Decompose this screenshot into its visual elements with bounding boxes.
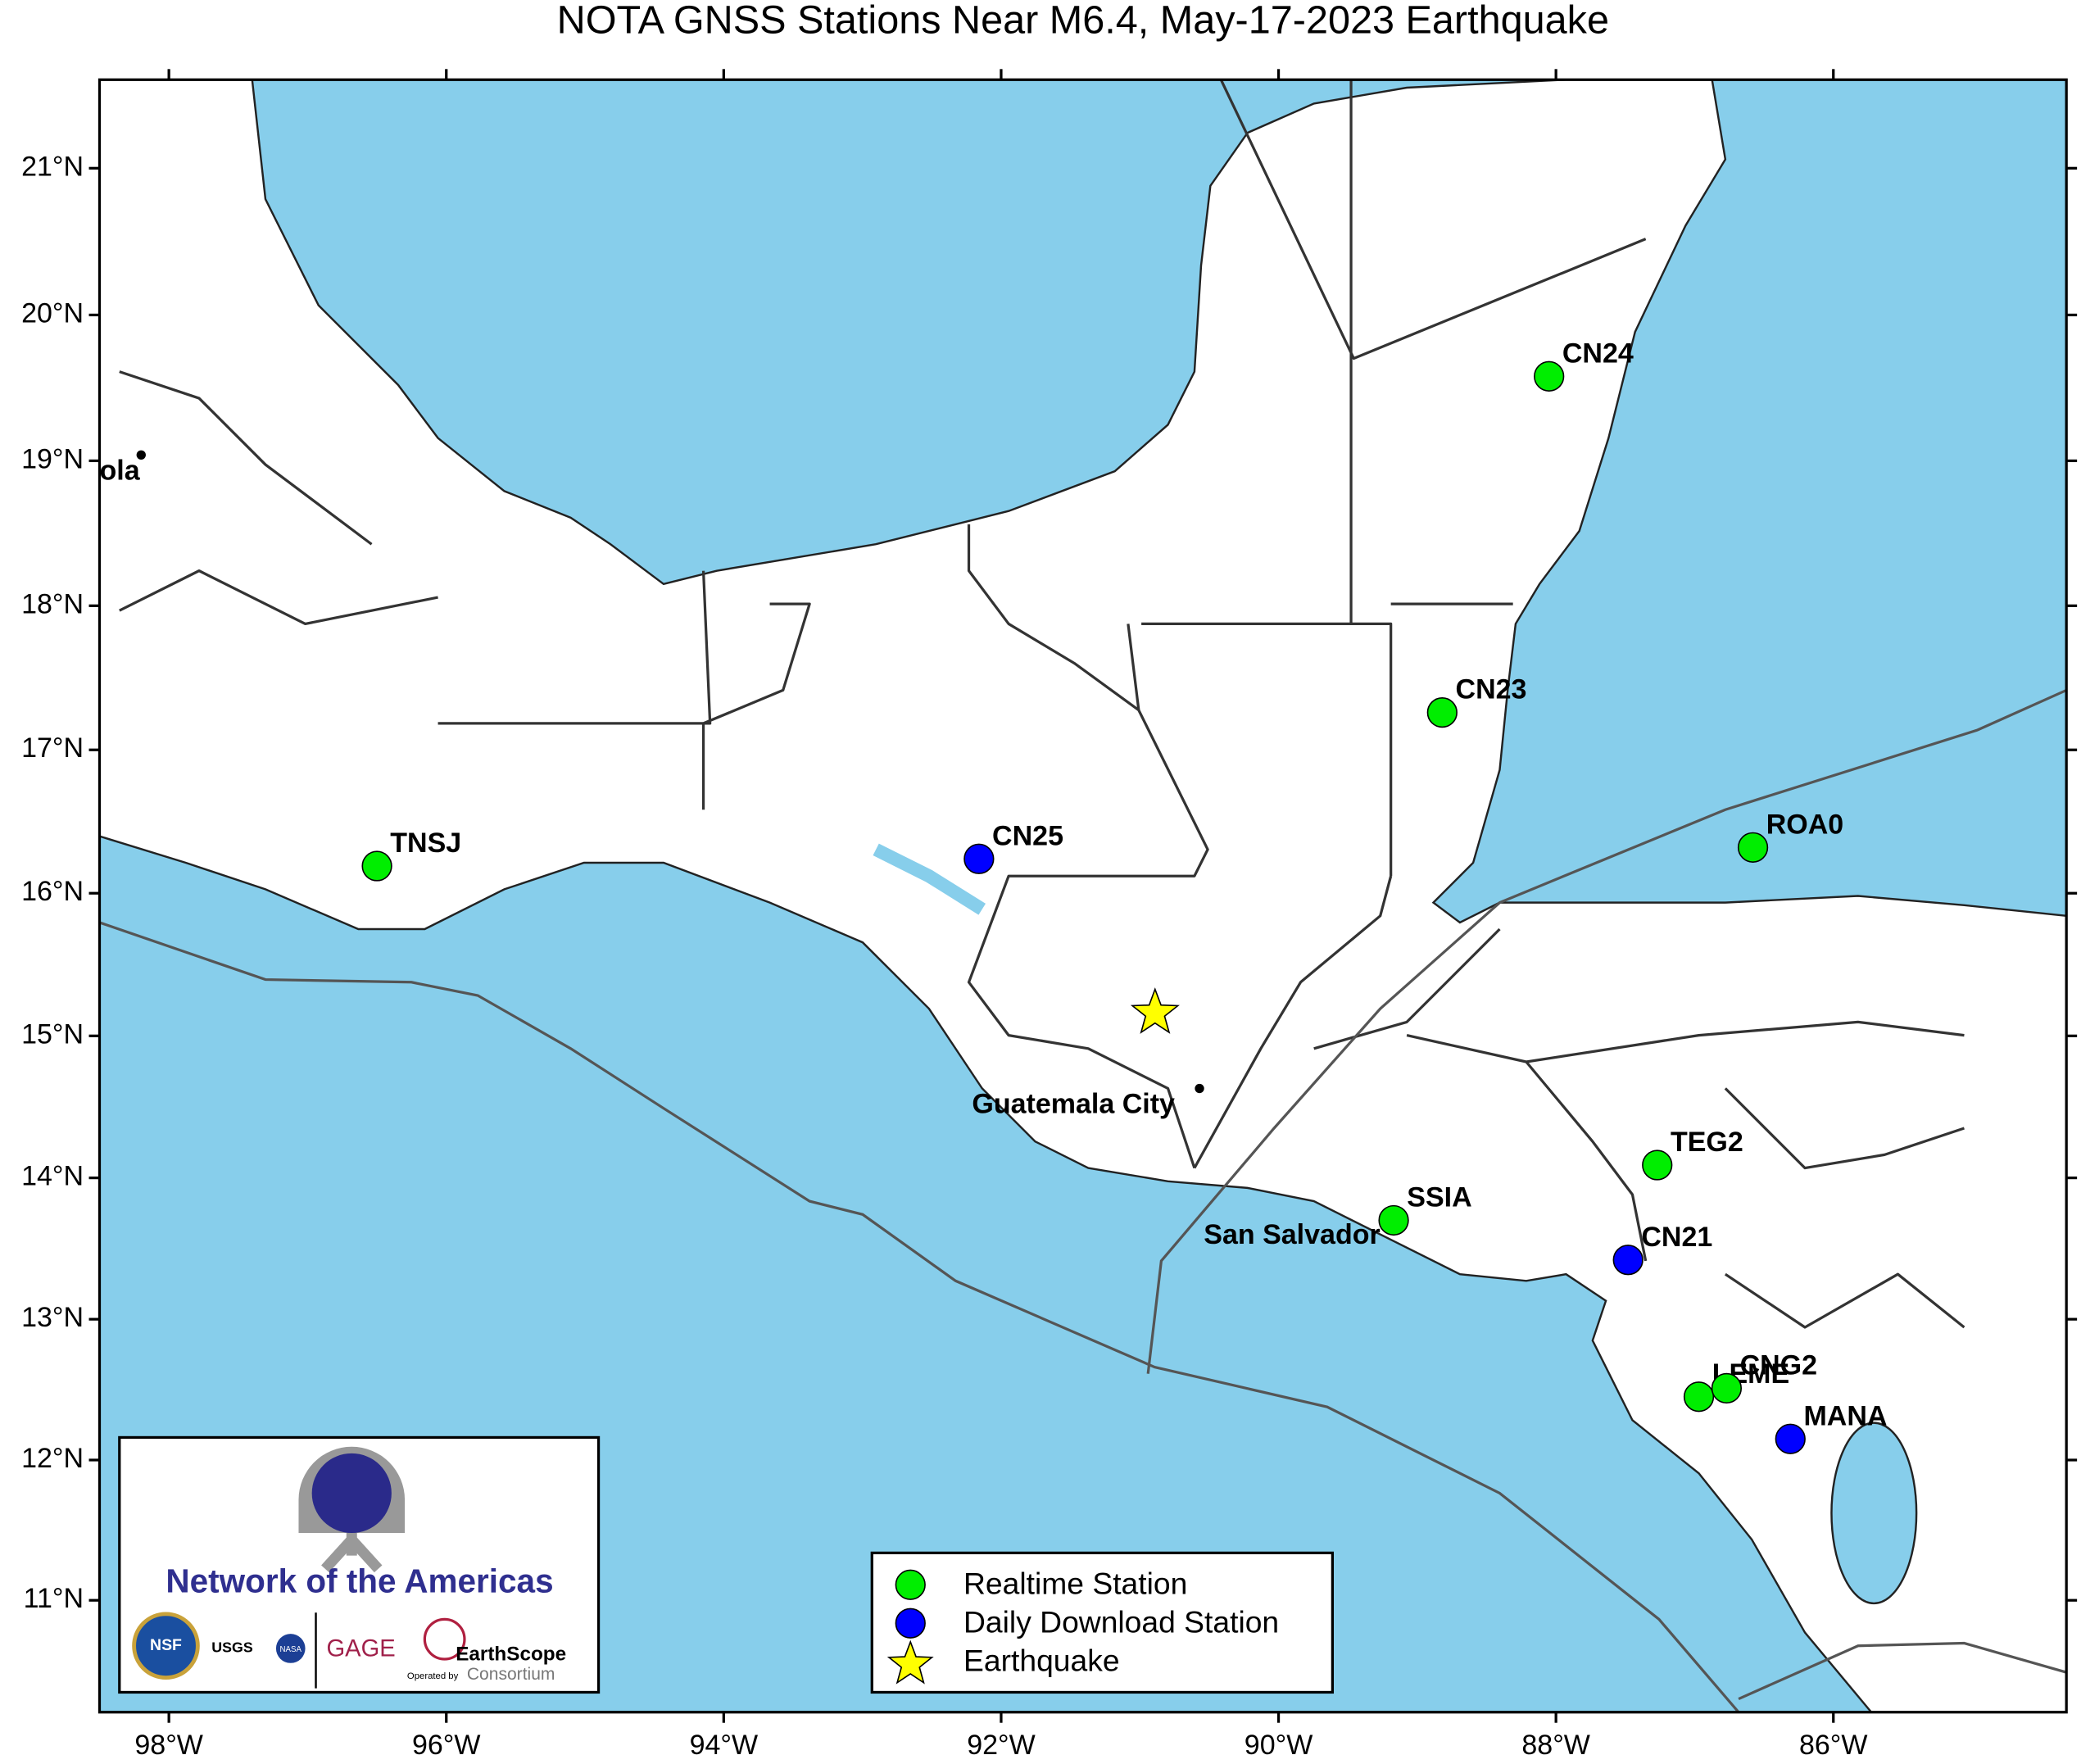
lake [873,843,986,915]
legend: Realtime Station Daily Download Station Ea… [870,1551,1334,1694]
x-tick-label: 86°W [1799,1730,1868,1761]
station-marker [1737,832,1769,863]
station-label: CN23 [1456,674,1527,705]
nasa-seal [275,1634,306,1663]
y-tick-label: 12°N [21,1443,84,1474]
y-tick-label: 17°N [21,732,84,764]
plate-boundary [99,921,1740,1712]
legend-symbol [895,1608,926,1639]
land [99,79,2067,1712]
logo-title: Network of the Americas [165,1562,553,1599]
nsf-seal [132,1612,200,1680]
x-tick-label: 96°W [412,1730,481,1761]
y-tick-label: 11°N [24,1583,84,1614]
city-label: ola [100,455,141,486]
city-dot [136,450,146,460]
city-label: Guatemala City [972,1089,1175,1120]
legend-symbol [895,1569,926,1600]
x-tick-label: 90°W [1245,1730,1313,1761]
station-label: TNSJ [390,828,461,859]
station-marker [1711,1372,1743,1404]
station-label: CN21 [1641,1222,1712,1253]
station-marker [361,850,392,882]
earthscope-text: EarthScope [456,1644,566,1666]
legend-symbol [886,1639,934,1685]
earthquake-star [1130,987,1180,1034]
legend-label: Daily Download Station [963,1605,1279,1639]
border [119,79,1965,1329]
station-label: MANA [1803,1400,1887,1431]
station-label: ROA0 [1766,809,1843,840]
logo-box: Network of the Americas NSF USGS NASA GA… [118,1435,601,1694]
logo-globe [311,1453,392,1534]
y-tick-label: 19°N [21,443,84,474]
lake [1830,1422,1918,1605]
y-tick-label: 16°N [21,876,84,907]
station-marker [1426,696,1458,728]
station-marker [1378,1204,1409,1236]
legend-label: Earthquake [963,1644,1120,1678]
x-tick-label: 88°W [1521,1730,1590,1761]
station-marker [1775,1423,1806,1454]
city-dot [1195,1083,1204,1094]
station-label: CN24 [1562,338,1634,369]
operated-text: Operated by [407,1671,459,1681]
x-tick-label: 94°W [690,1730,759,1761]
y-tick-label: 20°N [21,297,84,329]
station-label: TEG2 [1671,1127,1743,1158]
fault-line [1146,688,2067,1701]
map-frame [97,78,2068,1714]
y-tick-label: 21°N [21,151,84,182]
y-tick-label: 14°N [21,1161,84,1192]
usgs-text: USGS [211,1639,253,1656]
x-tick-label: 92°W [967,1730,1036,1761]
x-tick-label: 98°W [134,1730,203,1761]
station-marker [1612,1245,1643,1276]
station-marker [1534,361,1565,392]
map-title: NOTA GNSS Stations Near M6.4, May-17-202… [557,0,1609,42]
city-label: San Salvador [1204,1219,1380,1250]
y-tick-label: 15°N [21,1018,84,1050]
y-tick-label: 13°N [21,1302,84,1333]
station-marker [1642,1150,1673,1181]
consortium-text: Consortium [467,1665,555,1684]
station-label: CNG2 [1740,1349,1817,1381]
station-marker [963,843,995,874]
station-label: SSIA [1407,1182,1471,1213]
legend-label: Realtime Station [963,1567,1187,1601]
earthscope-icon [423,1617,466,1661]
nasa-text: NASA [280,1645,302,1654]
station-label: CN25 [992,820,1063,851]
legend-frame [870,1551,1334,1694]
marks: Guatemala City San Salvador ola CN24 CN23 TNS… [100,338,1887,1454]
nsf-text: NSF [150,1636,182,1654]
gage-text: GAGE [327,1635,396,1662]
y-tick-label: 18°N [21,588,84,619]
logo-stand [321,1533,383,1573]
station-marker [1683,1381,1715,1413]
